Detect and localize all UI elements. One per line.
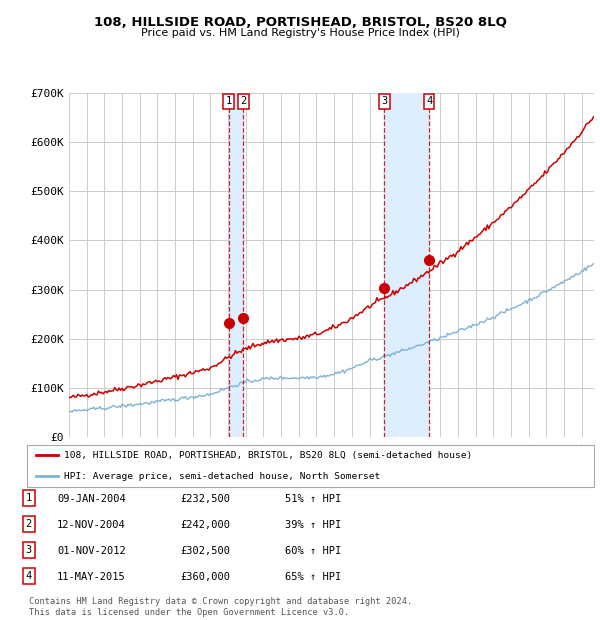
Text: 09-JAN-2004: 09-JAN-2004 — [57, 494, 126, 504]
Text: 12-NOV-2004: 12-NOV-2004 — [57, 520, 126, 530]
Text: 2: 2 — [241, 97, 247, 107]
Text: 39% ↑ HPI: 39% ↑ HPI — [285, 520, 341, 530]
Text: 1: 1 — [226, 97, 232, 107]
Bar — [385, 93, 429, 437]
Text: 4: 4 — [426, 97, 432, 107]
Text: £360,000: £360,000 — [180, 572, 230, 582]
Text: 51% ↑ HPI: 51% ↑ HPI — [285, 494, 341, 504]
Text: £302,500: £302,500 — [180, 546, 230, 556]
Text: 11-MAY-2015: 11-MAY-2015 — [57, 572, 126, 582]
Text: 60% ↑ HPI: 60% ↑ HPI — [285, 546, 341, 556]
Text: 65% ↑ HPI: 65% ↑ HPI — [285, 572, 341, 582]
Text: This data is licensed under the Open Government Licence v3.0.: This data is licensed under the Open Gov… — [29, 608, 349, 617]
Text: Contains HM Land Registry data © Crown copyright and database right 2024.: Contains HM Land Registry data © Crown c… — [29, 597, 412, 606]
Text: £232,500: £232,500 — [180, 494, 230, 504]
Text: HPI: Average price, semi-detached house, North Somerset: HPI: Average price, semi-detached house,… — [64, 472, 380, 480]
Text: 4: 4 — [26, 571, 32, 581]
Text: 108, HILLSIDE ROAD, PORTISHEAD, BRISTOL, BS20 8LQ: 108, HILLSIDE ROAD, PORTISHEAD, BRISTOL,… — [94, 16, 506, 29]
Text: 3: 3 — [381, 97, 388, 107]
Text: 108, HILLSIDE ROAD, PORTISHEAD, BRISTOL, BS20 8LQ (semi-detached house): 108, HILLSIDE ROAD, PORTISHEAD, BRISTOL,… — [64, 451, 472, 459]
Bar — [229, 93, 244, 437]
Text: Price paid vs. HM Land Registry's House Price Index (HPI): Price paid vs. HM Land Registry's House … — [140, 28, 460, 38]
Text: 3: 3 — [26, 545, 32, 555]
Text: £242,000: £242,000 — [180, 520, 230, 530]
Text: 01-NOV-2012: 01-NOV-2012 — [57, 546, 126, 556]
Text: 2: 2 — [26, 519, 32, 529]
Text: 1: 1 — [26, 493, 32, 503]
